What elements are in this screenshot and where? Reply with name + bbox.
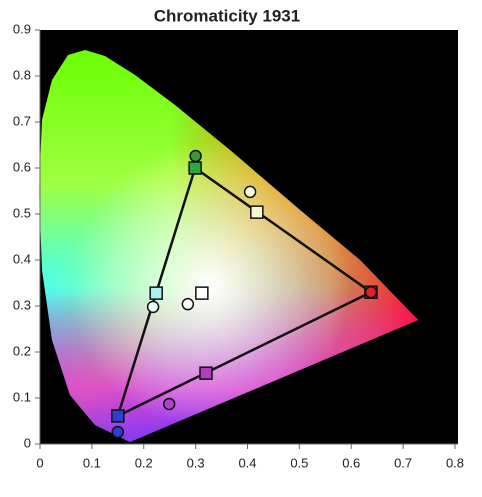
target-point (199, 366, 213, 380)
measured-point (111, 425, 125, 439)
measured-point (181, 297, 195, 311)
y-tick-label: 0.9 (13, 21, 31, 36)
x-tick-label: 0.8 (446, 455, 464, 470)
measured-point (162, 397, 176, 411)
y-tick-label: 0.8 (13, 67, 31, 82)
y-tick-label: 0.4 (13, 251, 31, 266)
measured-point (243, 185, 257, 199)
y-tick-label: 0 (24, 435, 31, 450)
x-tick-label: 0.4 (238, 455, 256, 470)
x-tick-label: 0.7 (394, 455, 412, 470)
x-tick-label: 0.5 (290, 455, 308, 470)
x-tick-label: 0.3 (187, 455, 205, 470)
measured-point (189, 149, 202, 163)
x-tick-label: 0.1 (83, 455, 101, 470)
target-point (111, 409, 125, 423)
target-point (149, 286, 163, 300)
measured-point (364, 285, 378, 299)
x-tick-label: 0.2 (135, 455, 153, 470)
y-tick-label: 0.5 (13, 205, 31, 220)
target-point (250, 205, 264, 219)
y-tick-label: 0.3 (13, 297, 31, 312)
target-point (188, 161, 202, 175)
y-tick-label: 0.1 (13, 389, 31, 404)
x-tick-label: 0.6 (342, 455, 360, 470)
y-tick-label: 0.7 (13, 113, 31, 128)
y-tick-label: 0.2 (13, 343, 31, 358)
x-tick-label: 0 (36, 455, 43, 470)
y-tick-label: 0.6 (13, 159, 31, 174)
measured-point (146, 300, 160, 314)
chart-title: Chromaticity 1931 (154, 6, 300, 25)
target-point (195, 286, 209, 300)
